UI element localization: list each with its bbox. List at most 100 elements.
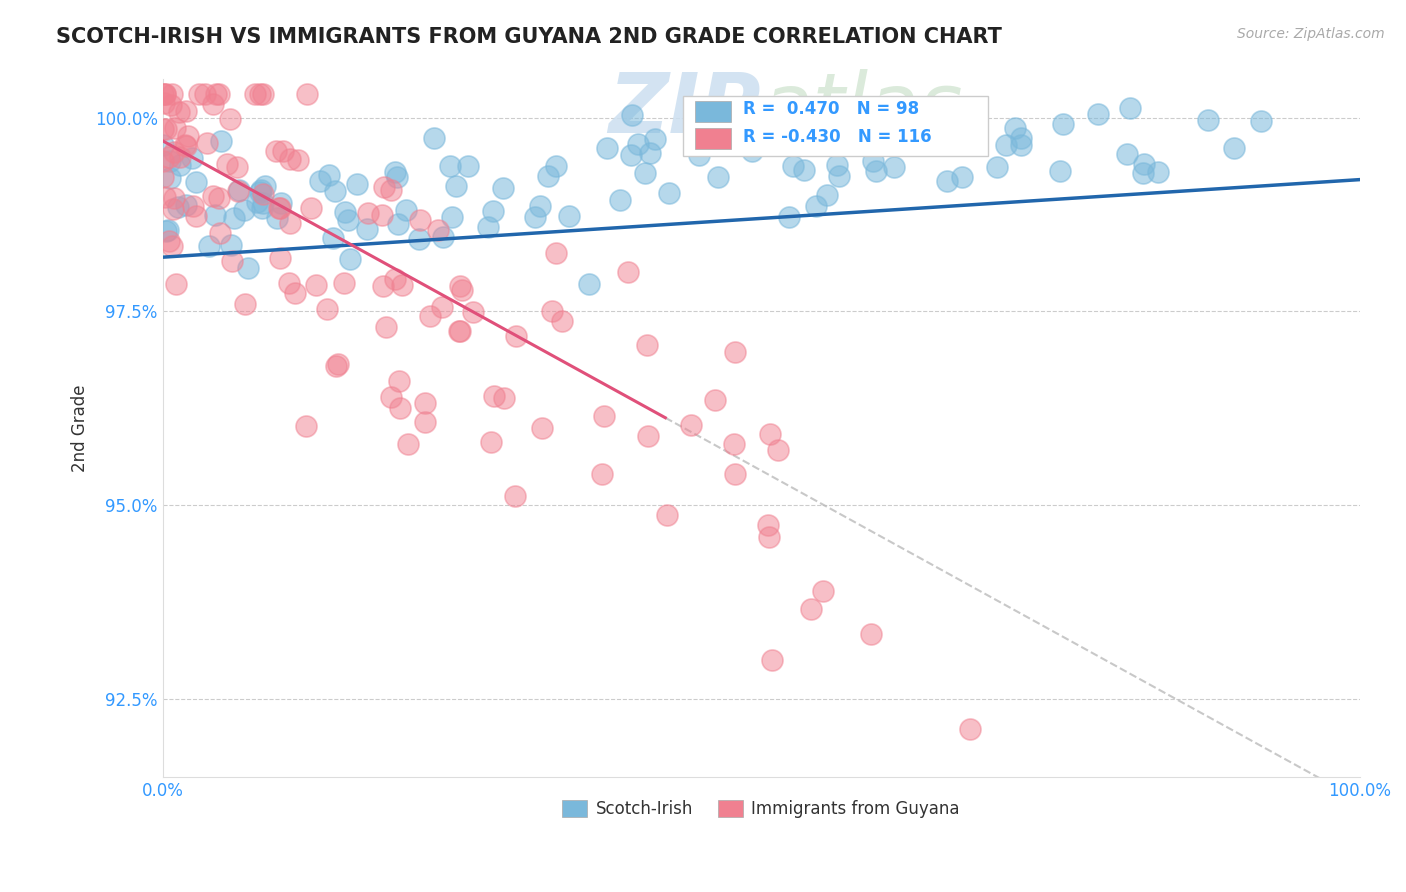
Point	[481, 204, 503, 219]
Point	[1132, 157, 1154, 171]
Point	[186, 175, 208, 189]
Point	[657, 508, 679, 523]
Point	[373, 279, 395, 293]
Point	[756, 518, 779, 533]
Point	[440, 210, 463, 224]
Point	[162, 202, 184, 216]
Point	[449, 324, 471, 338]
Point	[250, 201, 273, 215]
Point	[267, 202, 290, 216]
Point	[181, 199, 204, 213]
Point	[546, 159, 568, 173]
Point	[245, 87, 267, 102]
Point	[1116, 147, 1139, 161]
Point	[793, 162, 815, 177]
Point	[236, 260, 259, 275]
Point	[596, 141, 619, 155]
Point	[271, 144, 294, 158]
Point	[226, 160, 249, 174]
Point	[544, 245, 567, 260]
Point	[373, 180, 395, 194]
Point	[761, 653, 783, 667]
Point	[333, 205, 356, 219]
Point	[986, 160, 1008, 174]
Point	[1052, 117, 1074, 131]
Point	[380, 183, 402, 197]
Point	[322, 231, 344, 245]
Point	[413, 396, 436, 410]
Point	[159, 171, 181, 186]
Point	[159, 153, 181, 168]
Point	[865, 164, 887, 178]
Point	[806, 199, 828, 213]
Point	[153, 87, 176, 102]
Point	[204, 208, 226, 222]
Point	[461, 304, 484, 318]
Point	[479, 435, 502, 450]
Point	[820, 134, 842, 148]
Point	[529, 199, 551, 213]
Point	[278, 216, 301, 230]
Point	[160, 98, 183, 112]
Point	[176, 139, 198, 153]
Point	[457, 159, 479, 173]
Point	[176, 129, 198, 144]
Point	[180, 151, 202, 165]
Point	[724, 345, 747, 359]
Point	[758, 530, 780, 544]
Point	[492, 181, 515, 195]
Point	[449, 279, 471, 293]
Point	[609, 193, 631, 207]
Point	[741, 145, 763, 159]
Point	[294, 418, 316, 433]
Point	[558, 209, 581, 223]
Point	[1132, 166, 1154, 180]
Point	[167, 105, 190, 120]
Point	[253, 178, 276, 193]
Point	[252, 187, 274, 202]
Point	[249, 185, 271, 199]
Point	[152, 121, 174, 136]
Point	[409, 212, 432, 227]
Point	[617, 264, 640, 278]
Point	[591, 467, 613, 482]
Point	[218, 112, 240, 127]
Point	[551, 314, 574, 328]
Point	[209, 227, 232, 241]
Point	[636, 338, 658, 352]
Legend: Scotch-Irish, Immigrants from Guyana: Scotch-Irish, Immigrants from Guyana	[555, 793, 966, 824]
Point	[384, 164, 406, 178]
Point	[862, 154, 884, 169]
Point	[326, 357, 349, 371]
Point	[163, 191, 186, 205]
Point	[439, 159, 461, 173]
Point	[1146, 164, 1168, 178]
Point	[156, 222, 179, 236]
Point	[936, 174, 959, 188]
FancyBboxPatch shape	[683, 96, 988, 155]
Point	[264, 145, 287, 159]
Point	[782, 159, 804, 173]
Point	[427, 223, 450, 237]
Point	[157, 234, 180, 248]
Point	[920, 135, 942, 149]
Point	[153, 87, 176, 102]
Point	[233, 203, 256, 218]
Bar	[695, 101, 731, 122]
Point	[396, 437, 419, 451]
Point	[724, 467, 747, 481]
Text: SCOTCH-IRISH VS IMMIGRANTS FROM GUYANA 2ND GRADE CORRELATION CHART: SCOTCH-IRISH VS IMMIGRANTS FROM GUYANA 2…	[56, 27, 1002, 46]
Point	[450, 324, 472, 338]
Point	[637, 428, 659, 442]
Point	[388, 374, 411, 388]
Point	[395, 202, 418, 217]
Point	[333, 276, 356, 290]
Text: atlas: atlas	[761, 69, 963, 150]
Point	[270, 196, 292, 211]
Point	[1010, 131, 1032, 145]
Point	[1010, 138, 1032, 153]
Point	[174, 103, 197, 118]
Point	[221, 253, 243, 268]
Y-axis label: 2nd Grade: 2nd Grade	[72, 384, 89, 472]
Point	[524, 210, 547, 224]
